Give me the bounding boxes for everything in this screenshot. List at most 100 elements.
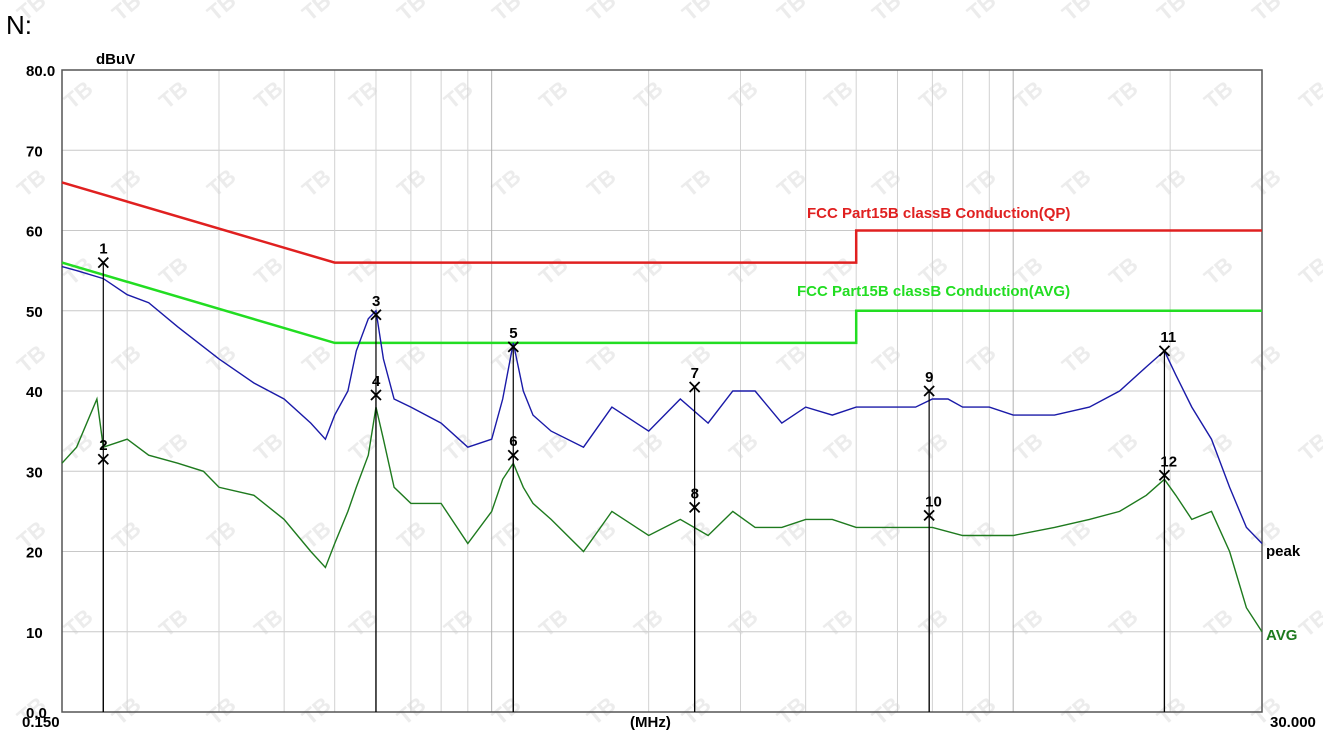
watermark-text: TB [202,164,241,202]
marker-cross [507,341,519,353]
watermark-text: TB [724,604,763,642]
avg-series-label: AVG [1266,627,1297,644]
marker-label: 7 [691,365,699,382]
avg-series-line [61,396,1263,633]
watermark-text: TB [439,428,478,466]
watermark-text: TB [914,76,953,114]
watermark-text: TB [582,692,621,730]
marker-cross [923,509,935,522]
watermark-text: TB [344,604,383,642]
marker-label: 6 [509,433,517,450]
watermark-text: TB [487,692,526,730]
avg-limit-line [61,261,1262,345]
marker-label: 11 [1160,329,1176,346]
watermark-text: TB [107,0,146,26]
watermark-text: TB [297,164,336,202]
watermark-text: TB [202,340,241,378]
marker-cross [97,256,109,269]
watermark-text: TB [772,692,811,730]
grid-lines [62,70,1262,712]
marker-label: 1 [99,241,107,258]
marker-label: 4 [372,373,381,390]
watermark-text: TB [1104,252,1143,290]
watermark-text: TB [1199,252,1238,290]
watermark-text: TB [202,0,241,26]
watermark-text: TB [582,164,621,202]
watermark-text: TB [297,516,336,554]
plot-frame [61,69,1263,713]
watermark-text: TB [107,516,146,554]
qp-limit-label: FCC Part15B classB Conduction(QP) [807,205,1070,222]
watermark-text: TB [12,164,51,202]
watermark-text: TB [392,340,431,378]
marker-cross [370,389,382,401]
watermark-text: TB [867,0,906,26]
watermark-text: TB [867,340,906,378]
marker-cross [97,453,109,465]
watermark-text: TB [534,428,573,466]
watermark-text: TB [677,692,716,730]
watermark-text: TB [867,164,906,202]
watermark-text: TB [107,340,146,378]
qp-limit-line [61,181,1262,264]
y-tick-label: 80.0 [26,63,55,80]
watermark-text: TB [1009,428,1048,466]
watermark-text: TB [677,164,716,202]
limit-lines [61,181,1262,345]
watermark-text: TB [392,164,431,202]
watermark-text: TB [772,516,811,554]
watermark-text: TB [1104,604,1143,642]
marker-label: 10 [925,493,942,510]
marker-cross [1158,345,1171,357]
watermark-text: TB [249,604,288,642]
marker-cross [688,381,701,393]
watermark-text: TB [202,516,241,554]
watermark-text: TB [962,340,1001,378]
watermark-text: TB [392,692,431,730]
marker-cross [507,449,519,461]
watermark-text: TB [154,252,193,290]
watermark-text: TB [297,0,336,26]
x-unit-label: (MHz) [630,714,671,731]
watermark-text: TB [12,0,51,26]
watermark-text: TB [1247,340,1286,378]
watermark-text: TB [867,692,906,730]
watermark-text: TB [249,428,288,466]
watermark-text: TB [962,692,1001,730]
watermark-text: TB [154,76,193,114]
watermark-text: TB [772,164,811,202]
watermark-text: TB [392,0,431,26]
watermark-text: TB [819,604,858,642]
x-tick-label-start: 0.150 [22,714,60,731]
watermark-text: TB [724,252,763,290]
y-unit-label: dBuV [96,51,135,68]
watermark-text: TB [1057,516,1096,554]
watermark-text: TB [724,76,763,114]
y-tick-label: 50 [26,304,43,321]
y-tick-label: 60 [26,224,43,241]
y-tick-label: 30 [26,464,43,481]
page-label: N: [6,10,32,40]
peak-series-label: peak [1266,543,1301,560]
watermark-text: TB [297,692,336,730]
y-tick-label: 40 [26,384,43,401]
marker-label: 9 [925,369,933,386]
watermark-text: TB [1009,604,1048,642]
watermark-text: TB [107,692,146,730]
watermark-text: TB [392,516,431,554]
watermark-text: TB [297,340,336,378]
data-series [61,265,1263,633]
y-tick-label: 0.0 [26,705,47,722]
watermark-text: TB [154,428,193,466]
watermark-text: TB [1247,0,1286,26]
watermark-text: TB [1057,164,1096,202]
watermark-text: TB [582,340,621,378]
y-tick-label: 70 [26,143,43,160]
watermark-text: TB [1199,76,1238,114]
marker-label: 8 [691,485,699,502]
marker-label: 3 [372,293,380,310]
watermark-text: TB [439,252,478,290]
watermark-text: TB [914,428,953,466]
watermark-text: TB [582,516,621,554]
